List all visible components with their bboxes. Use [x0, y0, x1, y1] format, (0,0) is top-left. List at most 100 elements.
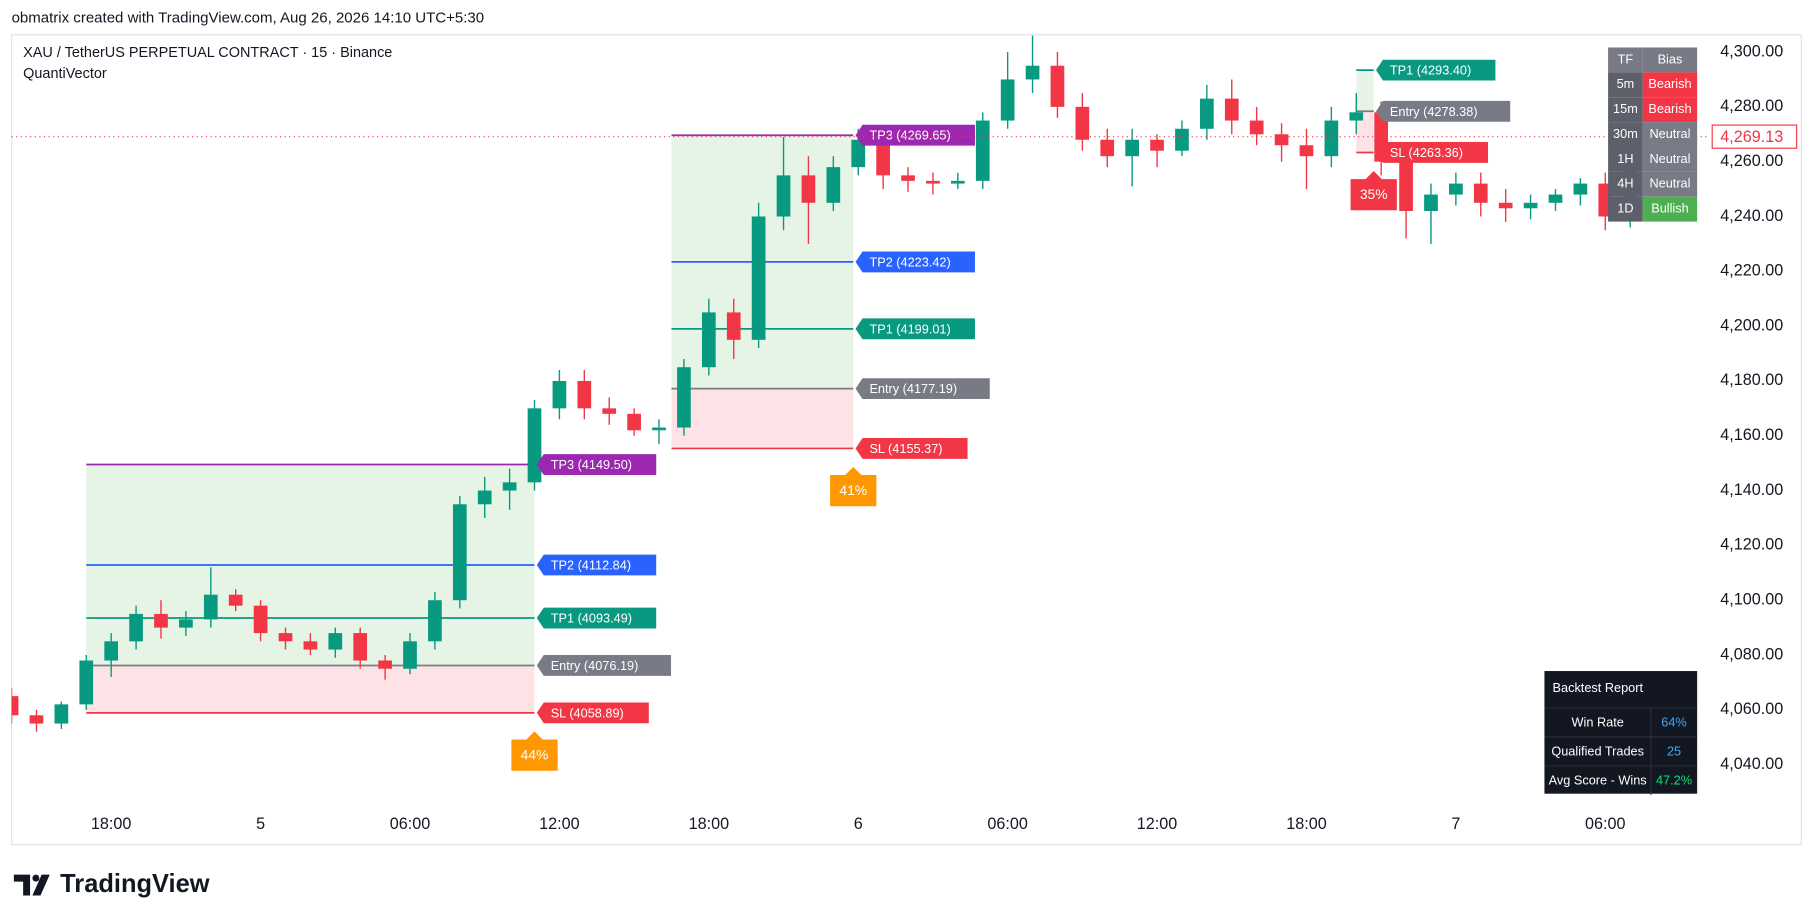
tf-label: 1H [1617, 151, 1633, 166]
y-tick-label: 4,300.00 [1720, 42, 1783, 60]
y-tick-label: 4,140.00 [1720, 481, 1783, 499]
candle-body [29, 715, 44, 724]
stop-tag [536, 702, 649, 724]
last-price-label: 4,269.13 [1720, 128, 1783, 146]
entry-label: Entry (4076.19) [551, 658, 639, 673]
bias-cell [1642, 97, 1698, 123]
stop-label: SL (4155.37) [869, 441, 942, 456]
candle-body [1324, 120, 1339, 157]
candle-body [876, 139, 890, 176]
target-label: TP1 (4293.40) [1390, 63, 1471, 78]
candle-body [950, 180, 965, 184]
candle-body [353, 633, 368, 661]
y-tick-label: 4,160.00 [1720, 426, 1783, 444]
bias-header: TF [1618, 51, 1634, 66]
candle-body [179, 619, 193, 628]
candle-body [1100, 139, 1115, 157]
x-tick-label: 18:00 [1286, 815, 1327, 833]
candle-body [577, 380, 592, 409]
candle-body [129, 613, 143, 642]
candle-body [901, 175, 915, 181]
x-tick-label: 06:00 [1585, 815, 1626, 833]
tf-cell [1608, 72, 1643, 98]
bias-label: Bullish [1651, 201, 1688, 216]
logo [13, 874, 50, 896]
candle-body [1075, 106, 1090, 140]
stop-label: SL (4263.36) [1390, 145, 1463, 160]
candle-body [1349, 112, 1364, 121]
candle-body [627, 413, 641, 431]
candle-body [1399, 161, 1413, 212]
score-badge [830, 466, 877, 507]
candle-body [801, 175, 816, 203]
candle-body [1175, 128, 1189, 151]
candle-body [1424, 194, 1438, 212]
target-label: TP3 (4269.65) [869, 128, 950, 143]
candle-body [1000, 79, 1015, 121]
candle-body [104, 641, 119, 661]
backtest-value: 64% [1661, 714, 1686, 729]
candle-body [851, 139, 866, 168]
candle-body [1473, 183, 1488, 203]
bias-label: Neutral [1649, 176, 1690, 191]
candle-body [975, 120, 990, 181]
bias-cell [1642, 146, 1698, 172]
candle-body [1449, 183, 1463, 195]
candle-body [203, 594, 218, 620]
tf-cell [1608, 97, 1643, 123]
x-tick-label: 6 [854, 815, 863, 833]
candle-body [303, 641, 318, 650]
bias-cell [1642, 171, 1698, 197]
tf-cell [1608, 196, 1643, 222]
entry-label: Entry (4177.19) [869, 381, 957, 396]
candle-body [677, 367, 691, 428]
score-badge [1350, 170, 1397, 211]
x-tick-label: 06:00 [390, 815, 431, 833]
tf-label: 15m [1613, 101, 1638, 116]
x-tick-label: 06:00 [987, 815, 1028, 833]
score-badge [511, 731, 558, 771]
tf-cell [1608, 171, 1643, 197]
tf-cell [1608, 146, 1643, 172]
candle-body [1299, 145, 1314, 157]
backtest-label: Avg Score - Wins [1549, 772, 1647, 787]
backtest-label: Win Rate [1572, 714, 1624, 729]
target-tag [855, 318, 975, 340]
backtest-label: Qualified Trades [1551, 743, 1644, 758]
candle-body [54, 704, 69, 724]
candle-body [11, 696, 19, 716]
candle-body [278, 633, 293, 642]
symbol: XAU / TetherUS PERPETUAL CONTRACT · 15 ·… [23, 45, 392, 61]
candle-body [378, 660, 392, 669]
candle-body [1573, 183, 1588, 195]
indicator: QuantiVector [23, 66, 107, 82]
target-tag [536, 454, 657, 475]
last-price-box [1711, 124, 1798, 149]
candle-body [776, 175, 791, 217]
x-tick-label: 7 [1451, 815, 1460, 833]
loss-zone [86, 665, 535, 713]
candle-body [1274, 134, 1289, 146]
candle-body [1025, 65, 1040, 80]
x-tick-label: 18:00 [689, 815, 730, 833]
y-tick-label: 4,240.00 [1720, 207, 1783, 225]
stop-tag [1376, 142, 1489, 163]
candle-body [328, 633, 343, 650]
bias-label: Neutral [1649, 151, 1690, 166]
bias-label: Bearish [1648, 76, 1691, 91]
bias-header: Bias [1658, 51, 1683, 66]
backtest-value: 25 [1667, 743, 1681, 758]
credit: obmatrix created with TradingView.com, A… [12, 10, 485, 27]
target-tag [855, 251, 975, 273]
entry-tag [1376, 100, 1511, 122]
profit-zone [1356, 70, 1374, 112]
loss-zone [671, 388, 854, 449]
backtest-panel [1544, 671, 1698, 794]
y-tick-label: 4,200.00 [1720, 316, 1783, 334]
candle-body [1548, 194, 1563, 203]
candle-body [726, 312, 741, 340]
candle-body [652, 427, 666, 431]
candle-body [428, 600, 442, 642]
x-tick-label: 18:00 [91, 815, 132, 833]
